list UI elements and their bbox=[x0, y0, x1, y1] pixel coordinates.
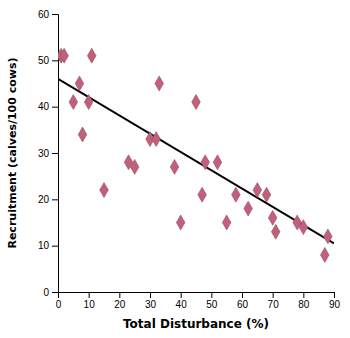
y-tick-label: 40 bbox=[38, 101, 50, 112]
point bbox=[130, 159, 139, 174]
y-tick-label: 0 bbox=[43, 287, 49, 298]
point bbox=[232, 187, 241, 202]
y-tick-mark bbox=[52, 14, 58, 15]
y-tick-mark bbox=[52, 153, 58, 154]
x-tick-mark bbox=[242, 292, 243, 298]
point bbox=[222, 215, 231, 230]
x-tick-mark bbox=[150, 292, 151, 298]
point bbox=[262, 187, 271, 202]
point bbox=[268, 210, 277, 225]
point bbox=[321, 247, 330, 262]
x-tick-label: 20 bbox=[114, 299, 126, 310]
x-tick-label: 0 bbox=[56, 299, 62, 310]
y-tick-label: 20 bbox=[38, 194, 50, 205]
y-tick: 60 bbox=[38, 9, 58, 20]
point bbox=[253, 183, 262, 198]
y-axis-title: Recruitment (calves/100 cows) bbox=[6, 57, 19, 248]
x-tick-mark bbox=[211, 292, 212, 298]
x-tick: 40 bbox=[176, 292, 188, 310]
marks bbox=[58, 48, 334, 262]
y-axis: 0 10 20 30 40 50 60 bbox=[38, 9, 59, 298]
point bbox=[69, 95, 78, 110]
x-axis-title: Total Disturbance (%) bbox=[123, 317, 269, 331]
point bbox=[170, 159, 179, 174]
point bbox=[60, 48, 69, 63]
y-tick-mark bbox=[52, 292, 58, 293]
x-tick-label: 90 bbox=[329, 299, 341, 310]
point bbox=[198, 187, 207, 202]
point bbox=[201, 155, 210, 170]
x-tick-mark bbox=[273, 292, 274, 298]
point bbox=[87, 48, 96, 63]
y-tick-mark bbox=[52, 199, 58, 200]
x-tick: 30 bbox=[145, 292, 157, 310]
x-axis-line bbox=[59, 293, 335, 299]
y-tick: 10 bbox=[38, 240, 58, 251]
x-axis: 0 10 20 30 40 50 60 70 80 90 bbox=[56, 292, 341, 310]
point bbox=[213, 155, 222, 170]
y-tick: 30 bbox=[38, 148, 58, 159]
x-tick-label: 70 bbox=[268, 299, 280, 310]
x-tick-label: 50 bbox=[206, 299, 218, 310]
x-tick-mark bbox=[119, 292, 120, 298]
x-tick: 90 bbox=[329, 292, 341, 310]
x-tick-label: 30 bbox=[145, 299, 157, 310]
y-tick-mark bbox=[52, 246, 58, 247]
y-tick: 40 bbox=[38, 101, 58, 112]
regression-line bbox=[58, 79, 334, 243]
x-tick: 80 bbox=[298, 292, 310, 310]
x-tick: 10 bbox=[84, 292, 96, 310]
y-tick-mark bbox=[52, 107, 58, 108]
point bbox=[100, 183, 109, 198]
point bbox=[271, 224, 280, 239]
x-tick: 50 bbox=[206, 292, 218, 310]
x-tick-label: 10 bbox=[84, 299, 96, 310]
point bbox=[75, 76, 84, 91]
point bbox=[84, 95, 93, 110]
plot-area: 0 10 20 30 40 50 60 70 80 90 0 10 20 30 40 50 60 bbox=[38, 9, 341, 310]
x-tick-label: 40 bbox=[176, 299, 188, 310]
y-tick-label: 30 bbox=[38, 148, 50, 159]
point bbox=[192, 95, 201, 110]
x-tick-mark bbox=[334, 292, 335, 298]
point bbox=[299, 220, 308, 235]
point bbox=[324, 229, 333, 244]
point bbox=[176, 215, 185, 230]
y-tick-mark bbox=[52, 60, 58, 61]
x-tick-mark bbox=[303, 292, 304, 298]
x-tick-label: 80 bbox=[298, 299, 310, 310]
y-tick: 50 bbox=[38, 55, 58, 66]
point bbox=[152, 132, 161, 147]
point bbox=[78, 127, 87, 142]
x-tick: 60 bbox=[237, 292, 249, 310]
x-tick: 70 bbox=[268, 292, 280, 310]
chart: 0 10 20 30 40 50 60 70 80 90 0 10 20 30 40 50 60 Total Di… bbox=[0, 0, 350, 338]
point bbox=[244, 201, 253, 216]
y-tick-label: 60 bbox=[38, 9, 50, 20]
point bbox=[155, 76, 164, 91]
y-tick: 0 bbox=[43, 287, 58, 298]
x-tick-mark bbox=[181, 292, 182, 298]
x-tick-mark bbox=[89, 292, 90, 298]
x-tick: 0 bbox=[56, 292, 62, 310]
y-tick-label: 10 bbox=[38, 240, 50, 251]
x-tick: 20 bbox=[114, 292, 126, 310]
y-tick: 20 bbox=[38, 194, 58, 205]
y-tick-label: 50 bbox=[38, 55, 50, 66]
x-tick-label: 60 bbox=[237, 299, 249, 310]
y-axis-line bbox=[52, 15, 59, 293]
